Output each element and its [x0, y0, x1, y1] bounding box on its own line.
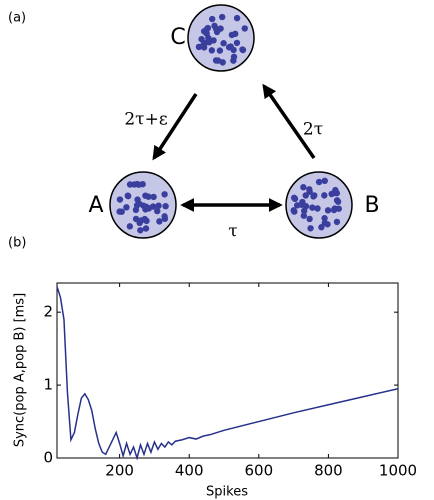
neuron: [142, 225, 150, 232]
panel-label: (a): [8, 11, 26, 26]
neuron: [220, 40, 227, 47]
neuron: [290, 207, 297, 214]
x-tick-label: 400: [175, 462, 204, 480]
neuron: [154, 207, 161, 215]
neuron: [135, 181, 142, 188]
neuron: [140, 202, 147, 209]
neuron: [126, 223, 134, 230]
neuron: [216, 47, 224, 54]
neuron: [209, 15, 216, 23]
neuron: [321, 177, 328, 185]
x-tick-label: 600: [244, 462, 273, 480]
edge-label: τ: [228, 222, 237, 242]
neuron: [218, 13, 226, 21]
neuron: [309, 204, 316, 211]
neuron: [333, 218, 341, 226]
edge-label: 2τ: [303, 120, 323, 140]
neuron: [161, 191, 168, 198]
neuron: [210, 37, 217, 44]
node-label: A: [88, 193, 103, 218]
neuron: [324, 207, 332, 214]
neuron: [307, 225, 314, 232]
neuron: [156, 218, 163, 225]
neuron: [123, 204, 130, 211]
neuron: [233, 14, 241, 22]
population: [187, 4, 255, 72]
neuron: [333, 197, 341, 204]
data-line: [56, 286, 399, 461]
neuron: [214, 57, 222, 64]
neuron: [318, 224, 325, 231]
neuron: [195, 43, 203, 51]
node-label: B: [364, 193, 379, 218]
edge-label: 2τ+ε: [124, 110, 167, 130]
neuron: [137, 227, 144, 234]
node-label: C: [170, 25, 185, 50]
neuron: [138, 217, 145, 224]
neuron: [155, 202, 162, 209]
neuron: [239, 46, 247, 54]
neuron: [321, 215, 328, 222]
neuron: [314, 205, 321, 212]
y-tick-label: 1: [43, 376, 53, 394]
populations: [109, 4, 353, 239]
y-axis-label: Sync(pop A,pop B) [ms]: [13, 293, 28, 447]
neuron: [232, 30, 239, 38]
neuron: [290, 194, 298, 201]
x-axis-label: Spikes: [206, 485, 248, 500]
neuron: [241, 25, 248, 32]
neuron: [142, 192, 149, 199]
x-tick-label: 800: [314, 462, 343, 480]
neuron: [116, 196, 124, 203]
neuron: [162, 202, 169, 210]
neuron: [203, 30, 210, 37]
neuron: [201, 40, 208, 47]
neuron: [124, 192, 132, 199]
y-tick-label: 2: [43, 303, 53, 321]
neuron: [204, 24, 212, 32]
neuron: [315, 178, 323, 186]
arrow: [152, 93, 198, 161]
neuron: [208, 47, 216, 54]
neuron: [302, 203, 310, 210]
x-tick-label: 1000: [379, 462, 417, 480]
y-tick-label: 0: [43, 449, 53, 467]
neuron: [233, 39, 241, 47]
neuron: [145, 205, 153, 212]
neuron: [302, 192, 309, 199]
neuron: [150, 193, 157, 201]
neuron: [161, 213, 168, 220]
arrow: [262, 83, 316, 159]
neuron: [324, 221, 331, 228]
neuron: [331, 205, 339, 212]
neuron: [331, 189, 338, 197]
neuron: [300, 184, 307, 191]
plot-frame: [56, 282, 399, 459]
neuron: [217, 25, 224, 32]
neuron: [211, 22, 218, 30]
neuron: [311, 192, 318, 199]
neuron: [118, 208, 125, 215]
neuron: [230, 53, 238, 60]
neuron: [321, 192, 328, 199]
panel-label: (b): [8, 236, 26, 251]
neuron: [134, 196, 141, 203]
neuron: [306, 215, 313, 223]
neuron: [225, 44, 233, 51]
x-tick-label: 200: [105, 462, 134, 480]
neuron: [126, 181, 134, 188]
neuron: [132, 206, 140, 214]
neuron: [300, 212, 308, 219]
